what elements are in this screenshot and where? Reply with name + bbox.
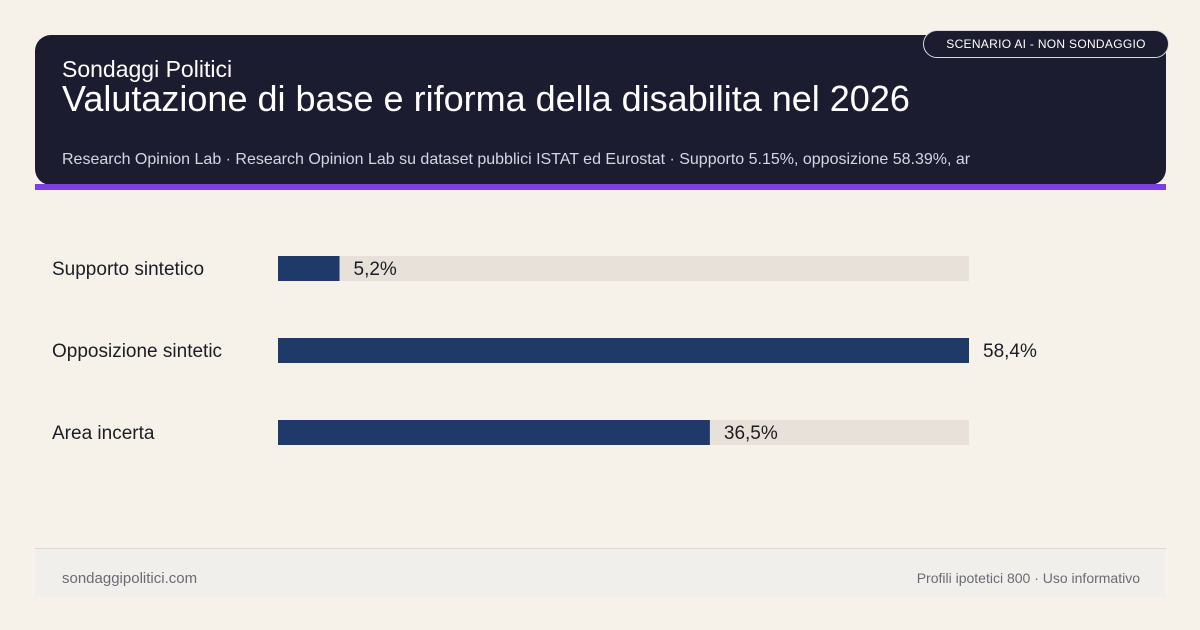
page-title: Valutazione di base e riforma della disa… (62, 78, 910, 119)
accent-divider (35, 184, 1166, 190)
value-label: 5,2% (354, 259, 397, 280)
brand-name: Sondaggi Politici (62, 56, 233, 82)
bar (278, 420, 710, 445)
bar (278, 256, 340, 281)
bar (278, 338, 969, 363)
footer-note: Profili ipotetici 800 · Uso informativo (916, 570, 1140, 586)
bar-track (278, 256, 969, 281)
category-label: Area incerta (52, 423, 155, 444)
page-subtitle: Research Opinion Lab · Research Opinion … (62, 151, 971, 168)
category-label: Supporto sintetico (52, 259, 204, 280)
header-panel (35, 35, 1166, 185)
footer: sondaggipolitici.com Profili ipotetici 8… (35, 548, 1166, 597)
footer-site-link[interactable]: sondaggipolitici.com (62, 570, 198, 587)
value-label: 36,5% (724, 423, 778, 444)
scenario-badge: SCENARIO AI - NON SONDAGGIO (923, 30, 1169, 58)
value-label: 58,4% (983, 341, 1037, 362)
category-label: Opposizione sintetic (52, 341, 222, 362)
